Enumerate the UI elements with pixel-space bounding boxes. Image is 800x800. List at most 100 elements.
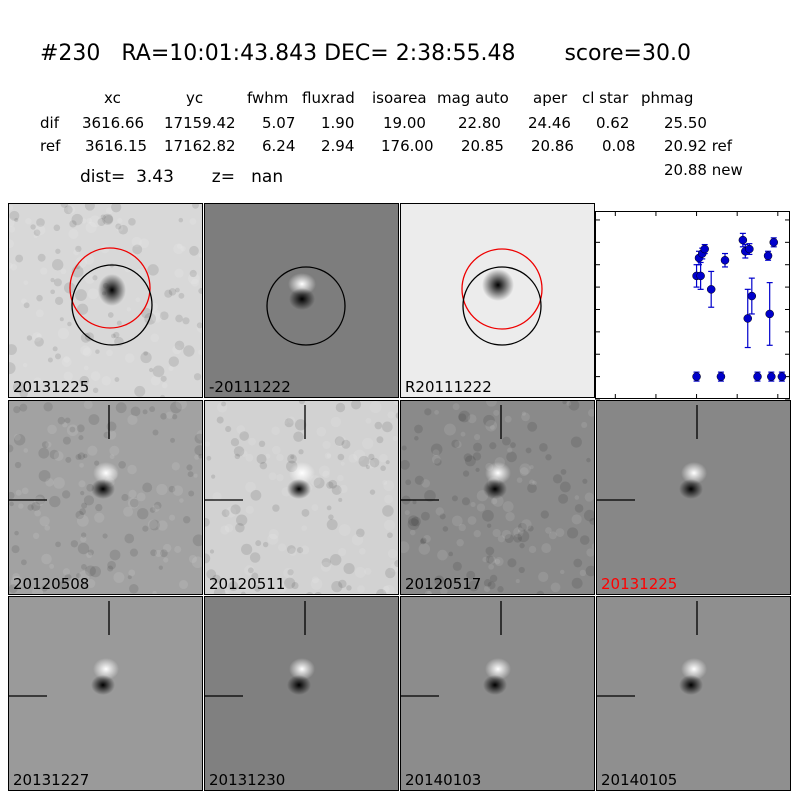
noise-speckle — [401, 445, 407, 451]
noise-speckle — [140, 351, 152, 364]
negative-residual — [287, 675, 311, 695]
noise-speckle — [568, 401, 580, 411]
noise-speckle — [454, 440, 462, 449]
noise-speckle — [243, 585, 248, 590]
noise-speckle — [582, 478, 588, 484]
noise-speckle — [216, 416, 224, 424]
noise-speckle — [331, 484, 342, 495]
noise-speckle — [287, 453, 297, 464]
noise-speckle — [123, 506, 134, 517]
noise-speckle — [560, 569, 565, 575]
lightcurve-chart: 22.022.523.023.524.024.525.025.526.0−100… — [595, 211, 790, 400]
noise-speckle — [301, 525, 308, 531]
stamp-image — [401, 401, 594, 594]
noise-speckle — [34, 337, 44, 347]
noise-speckle — [76, 424, 85, 433]
noise-speckle — [254, 585, 261, 592]
noise-speckle — [194, 454, 200, 460]
noise-speckle — [198, 287, 202, 294]
noise-speckle — [248, 437, 256, 446]
column-header: phmag — [641, 89, 694, 107]
noise-speckle — [49, 495, 61, 508]
noise-speckle — [59, 317, 64, 322]
negative-residual — [287, 479, 311, 499]
noise-speckle — [148, 367, 154, 373]
noise-speckle — [290, 455, 295, 460]
noise-speckle — [259, 461, 268, 470]
noise-speckle — [404, 510, 410, 516]
positive-residual — [288, 273, 316, 295]
noise-speckle — [41, 585, 48, 592]
noise-speckle — [588, 409, 594, 417]
noise-speckle — [322, 440, 331, 450]
noise-speckle — [365, 417, 372, 424]
noise-speckle — [62, 568, 71, 576]
noise-speckle — [585, 565, 594, 577]
noise-speckle — [205, 517, 210, 527]
noise-speckle — [458, 413, 467, 422]
image-panel: 20131230 — [204, 596, 399, 791]
noise-speckle — [311, 504, 319, 511]
noise-speckle — [353, 449, 366, 462]
noise-speckle — [49, 449, 60, 460]
noise-speckle — [348, 453, 358, 463]
noise-speckle — [81, 218, 87, 224]
noise-speckle — [224, 523, 234, 533]
noise-speckle — [41, 441, 49, 449]
noise-speckle — [79, 375, 90, 386]
noise-speckle — [80, 345, 91, 356]
noise-speckle — [435, 507, 444, 516]
noise-speckle — [294, 419, 307, 431]
noise-speckle — [467, 516, 477, 525]
noise-speckle — [118, 224, 128, 235]
noise-speckle — [338, 547, 347, 557]
noise-speckle — [61, 356, 72, 367]
noise-speckle — [311, 576, 319, 584]
noise-speckle — [387, 411, 395, 419]
noise-speckle — [39, 516, 50, 527]
noise-speckle — [337, 474, 344, 482]
noise-speckle — [504, 533, 514, 544]
data-point — [696, 271, 705, 281]
data-point — [738, 235, 748, 245]
noise-speckle — [33, 377, 42, 386]
noise-speckle — [21, 487, 29, 495]
noise-speckle — [14, 461, 22, 469]
table-cell: 176.00 — [381, 137, 434, 155]
noise-speckle — [142, 525, 149, 532]
noise-speckle — [9, 204, 14, 211]
noise-speckle — [13, 405, 21, 414]
noise-speckle — [174, 268, 184, 278]
positive-residual — [485, 462, 511, 484]
noise-speckle — [245, 453, 254, 462]
noise-speckle — [331, 581, 343, 593]
noise-speckle — [579, 569, 587, 577]
panel-date-label: 20120511 — [209, 575, 286, 593]
noise-speckle — [192, 204, 199, 209]
noise-speckle — [193, 473, 198, 478]
noise-speckle — [169, 514, 176, 521]
noise-speckle — [212, 574, 221, 584]
black-aperture-circle — [462, 266, 542, 346]
noise-speckle — [75, 510, 84, 520]
noise-speckle — [101, 376, 111, 386]
noise-speckle — [276, 582, 287, 593]
noise-speckle — [58, 581, 67, 590]
noise-speckle — [14, 530, 19, 536]
panel-date-label: 20120508 — [13, 575, 90, 593]
noise-speckle — [486, 523, 492, 528]
noise-speckle — [267, 533, 279, 545]
noise-speckle — [205, 441, 211, 447]
table-cell: 24.46 — [528, 114, 571, 132]
noise-speckle — [179, 498, 184, 503]
noise-speckle — [198, 349, 202, 356]
noise-speckle — [209, 549, 215, 554]
panel-date-label: 20120517 — [405, 575, 482, 593]
noise-speckle — [198, 453, 202, 459]
noise-speckle — [129, 584, 139, 594]
noise-speckle — [9, 226, 16, 233]
noise-speckle — [71, 213, 83, 226]
noise-speckle — [149, 406, 156, 413]
noise-speckle — [14, 217, 19, 223]
noise-speckle — [338, 524, 351, 536]
